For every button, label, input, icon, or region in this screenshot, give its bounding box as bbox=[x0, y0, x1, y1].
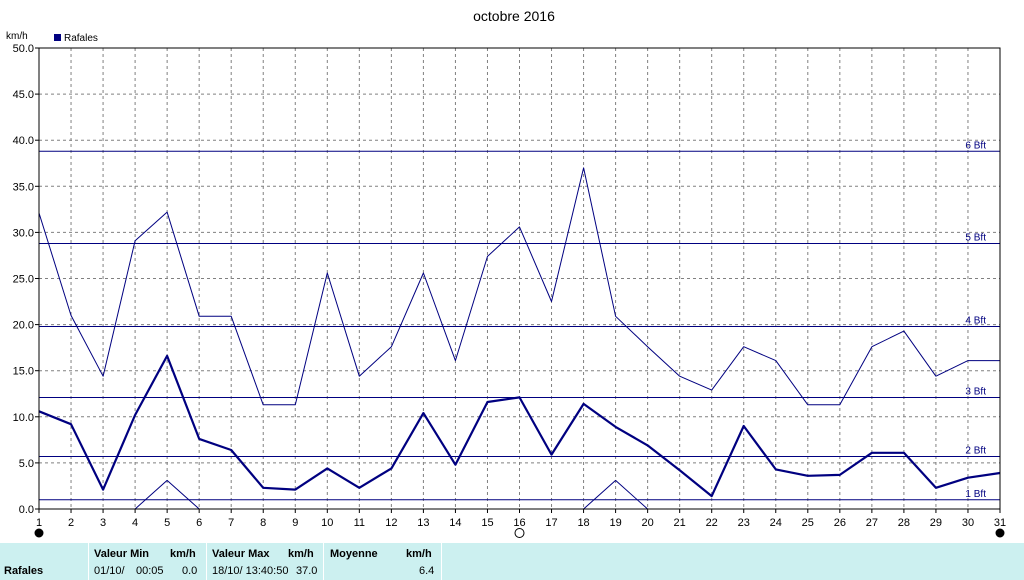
footer-separator bbox=[88, 543, 89, 580]
x-tick-label: 18 bbox=[577, 517, 589, 529]
footer-separator bbox=[206, 543, 207, 580]
series-line-gusts bbox=[38, 167, 1000, 406]
y-tick-label: 40.0 bbox=[13, 135, 34, 147]
x-tick-label: 5 bbox=[164, 517, 170, 529]
min-time: 00:05 bbox=[136, 565, 164, 577]
x-tick-label: 10 bbox=[321, 517, 333, 529]
y-tick-label: 15.0 bbox=[13, 366, 34, 378]
x-tick-label: 20 bbox=[642, 517, 654, 529]
x-tick-label: 16 bbox=[513, 517, 525, 529]
x-tick-label: 24 bbox=[770, 517, 782, 529]
beaufort-label: 5 Bft bbox=[965, 232, 986, 243]
avg-unit: km/h bbox=[406, 548, 432, 560]
x-tick-label: 4 bbox=[132, 517, 138, 529]
legend-swatch bbox=[54, 34, 61, 41]
min-date: 01/10/ bbox=[94, 565, 125, 577]
x-tick-label: 1 bbox=[36, 517, 42, 529]
y-tick-label: 25.0 bbox=[13, 274, 34, 286]
grid bbox=[39, 48, 1000, 509]
x-tick-label: 17 bbox=[545, 517, 557, 529]
x-tick-label: 15 bbox=[481, 517, 493, 529]
chart-background bbox=[0, 0, 1024, 543]
y-axis-label: km/h bbox=[6, 31, 28, 42]
footer-row-label: Rafales bbox=[4, 565, 44, 577]
beaufort-label: 2 Bft bbox=[965, 445, 986, 456]
x-tick-label: 13 bbox=[417, 517, 429, 529]
max-value: 37.0 bbox=[296, 565, 318, 577]
series-line-minimum bbox=[583, 479, 648, 510]
x-tick-label: 22 bbox=[706, 517, 718, 529]
full-moon-icon bbox=[514, 528, 525, 538]
new-moon-icon bbox=[995, 528, 1005, 538]
y-tick-label: 0.0 bbox=[19, 504, 34, 516]
x-tick-label: 27 bbox=[866, 517, 878, 529]
x-tick-label: 3 bbox=[100, 517, 106, 529]
y-tick-label: 35.0 bbox=[13, 181, 34, 193]
max-datetime: 18/10/ 13:40:50 bbox=[212, 565, 289, 577]
series-lines bbox=[38, 167, 1001, 510]
summary-footer: Rafales Valeur Min km/h 01/10/ 00:05 0.0… bbox=[0, 543, 1024, 580]
x-tick-label: 23 bbox=[738, 517, 750, 529]
beaufort-label: 1 Bft bbox=[965, 489, 986, 500]
x-tick-label: 31 bbox=[994, 517, 1006, 529]
x-tick-label: 12 bbox=[385, 517, 397, 529]
x-tick-label: 14 bbox=[449, 517, 461, 529]
x-tick-label: 21 bbox=[674, 517, 686, 529]
avg-header: Moyenne bbox=[330, 548, 378, 560]
max-unit: km/h bbox=[288, 548, 314, 560]
series-line-mean bbox=[38, 354, 1001, 498]
y-tick-label: 45.0 bbox=[13, 89, 34, 101]
x-tick-label: 19 bbox=[609, 517, 621, 529]
moon-phases bbox=[34, 528, 1005, 538]
x-tick-label: 9 bbox=[292, 517, 298, 529]
x-tick-label: 11 bbox=[354, 517, 365, 529]
beaufort-label: 3 Bft bbox=[965, 386, 986, 397]
new-moon-icon bbox=[34, 528, 44, 538]
x-tick-label: 7 bbox=[228, 517, 234, 529]
y-tick-label: 10.0 bbox=[13, 412, 34, 424]
min-header: Valeur Min bbox=[94, 548, 150, 560]
x-tick-label: 29 bbox=[930, 517, 942, 529]
beaufort-label: 6 Bft bbox=[965, 140, 986, 151]
x-tick-label: 2 bbox=[68, 517, 74, 529]
beaufort-label: 4 Bft bbox=[965, 315, 986, 326]
beaufort-lines: 1 Bft 2 Bft 3 Bft 4 Bft 5 Bft 6 Bft bbox=[39, 140, 1000, 501]
footer-separator bbox=[323, 543, 324, 580]
x-tick-labels: 1 2 3 4 5 6 7 8 9 10 11 12 13 14 15 16 17 18 19 20 21 22 23 24 2… bbox=[36, 509, 1006, 529]
series-line-minimum bbox=[134, 479, 200, 510]
y-tick-label: 20.0 bbox=[13, 320, 34, 332]
chart-title: octobre 2016 bbox=[473, 8, 555, 24]
x-tick-label: 26 bbox=[834, 517, 846, 529]
min-unit: km/h bbox=[170, 548, 196, 560]
y-tick-label: 5.0 bbox=[19, 458, 34, 470]
wind-chart: octobre 2016 km/h Rafales 1 Bft 2 Bft 3 Bf… bbox=[0, 0, 1024, 543]
x-tick-label: 6 bbox=[196, 517, 202, 529]
y-tick-labels: 0.0 5.0 10.0 15.0 20.0 25.0 30.0 35.0 40.0 45.0 50… bbox=[13, 43, 39, 516]
x-tick-label: 8 bbox=[260, 517, 266, 529]
max-header: Valeur Max bbox=[212, 548, 270, 560]
avg-value: 6.4 bbox=[419, 565, 435, 577]
y-tick-label: 30.0 bbox=[13, 227, 34, 239]
x-tick-label: 28 bbox=[898, 517, 910, 529]
x-tick-label: 25 bbox=[802, 517, 814, 529]
footer-separator bbox=[441, 543, 442, 580]
legend-label: Rafales bbox=[64, 33, 98, 44]
min-value: 0.0 bbox=[182, 565, 198, 577]
y-tick-label: 50.0 bbox=[13, 43, 34, 55]
x-tick-label: 30 bbox=[962, 517, 974, 529]
